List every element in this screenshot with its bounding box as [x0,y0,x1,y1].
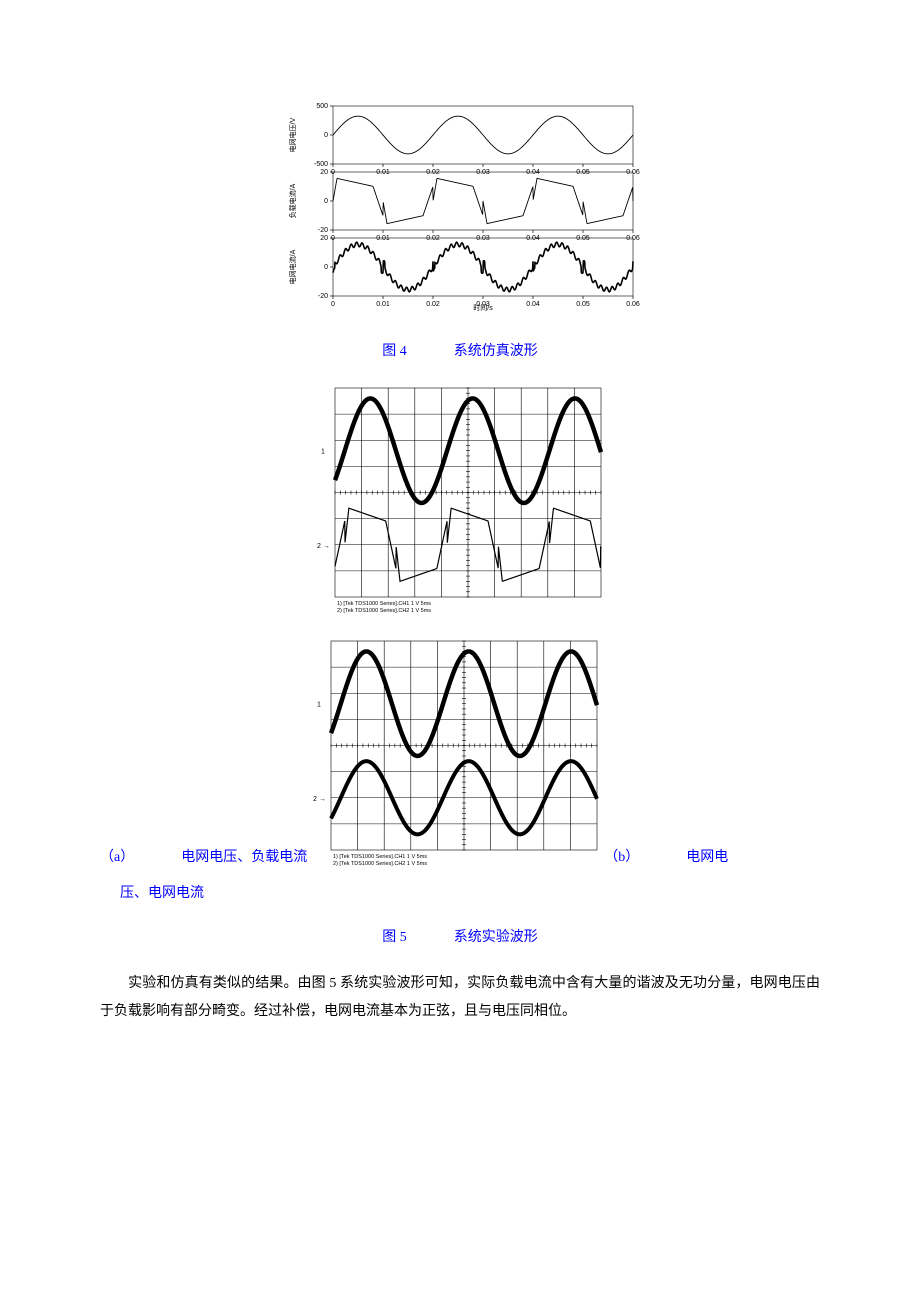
svg-text:电网电流/A: 电网电流/A [288,249,297,284]
svg-text:-20: -20 [317,227,327,234]
figure5-caption-num: 图 5 [382,930,407,945]
figure5b-block: （a） 电网电压、负载电流 1 2 → 1) [Tek TDS1000 Series… [100,637,820,908]
figure5-subcap-b-text1: 电网电 [686,850,728,865]
body-paragraph-text: 实验和仿真有类似的结果。由图 5 系统实验波形可知，实际负载电流中含有大量的谐波… [100,976,820,1019]
svg-text:0.05: 0.05 [576,301,590,308]
svg-text:500: 500 [316,103,328,110]
figure5-subcap-b-text2: 压、电网电流 [120,886,204,901]
svg-text:2) [Tek TDS1000 Series].CH2 1: 2) [Tek TDS1000 Series].CH2 1 V 5ms [333,861,427,867]
svg-text:0.03: 0.03 [476,169,490,176]
svg-text:0.03: 0.03 [476,235,490,242]
svg-text:0.01: 0.01 [376,301,390,308]
page: 0 0.01 0.02 0.03 0.04 0.05 0.06 500 0 -500 电网电压/V 0… [0,0,920,1096]
svg-text:0: 0 [324,132,328,139]
figure5a-scope: 1 2 → 1) [Tek TDS1000 Series].CH1 1 V 5ms2… [100,384,820,619]
svg-text:0: 0 [331,301,335,308]
svg-text:20: 20 [320,235,328,242]
svg-text:-500: -500 [313,161,327,168]
svg-text:2) [Tek TDS1000 Series].CH2 1: 2) [Tek TDS1000 Series].CH2 1 V 5ms [337,608,431,614]
svg-text:1: 1 [317,702,321,709]
svg-text:时间/s: 时间/s [473,303,493,312]
figure5a-block: 1 2 → 1) [Tek TDS1000 Series].CH1 1 V 5ms2… [100,384,820,619]
figure5b-scope: 1 2 → 1) [Tek TDS1000 Series].CH1 1 V 5ms2… [311,637,601,872]
svg-text:0.02: 0.02 [426,235,440,242]
figure5-caption: 图 5 系统实验波形 [100,926,820,946]
figure4-caption-text: 系统仿真波形 [454,344,538,359]
svg-text:0: 0 [324,264,328,271]
figure4-caption-num: 图 4 [382,344,407,359]
svg-text:0.01: 0.01 [376,169,390,176]
svg-text:0.02: 0.02 [426,169,440,176]
svg-text:0.06: 0.06 [626,301,640,308]
figure5-subcap-a-text: 电网电压、负载电流 [181,850,307,865]
svg-text:0.02: 0.02 [426,301,440,308]
svg-text:2 →: 2 → [317,543,330,550]
svg-text:2 →: 2 → [313,796,326,803]
svg-text:1: 1 [321,449,325,456]
svg-text:0.05: 0.05 [576,169,590,176]
svg-text:1) [Tek TDS1000 Series].CH1 1: 1) [Tek TDS1000 Series].CH1 1 V 5ms [337,601,431,607]
svg-text:20: 20 [320,169,328,176]
figure4-charts: 0 0.01 0.02 0.03 0.04 0.05 0.06 500 0 -500 电网电压/V 0… [100,100,820,322]
figure5-caption-text: 系统实验波形 [454,930,538,945]
svg-text:0: 0 [324,198,328,205]
figure4-block: 0 0.01 0.02 0.03 0.04 0.05 0.06 500 0 -500 电网电压/V 0… [100,100,820,322]
svg-text:电网电压/V: 电网电压/V [288,117,297,152]
body-paragraph: 实验和仿真有类似的结果。由图 5 系统实验波形可知，实际负载电流中含有大量的谐波… [100,970,820,1026]
svg-text:-20: -20 [317,293,327,300]
svg-text:1) [Tek TDS1000 Series].CH1 1: 1) [Tek TDS1000 Series].CH1 1 V 5ms [333,854,427,860]
svg-text:0.04: 0.04 [526,235,540,242]
figure5-subcap-a-tag: （a） [100,850,134,865]
figure5-subcap-b-tag: （b） [604,850,639,865]
svg-text:0.01: 0.01 [376,235,390,242]
svg-text:0.04: 0.04 [526,169,540,176]
svg-text:负载电流/A: 负载电流/A [288,183,297,218]
svg-text:0.04: 0.04 [526,301,540,308]
svg-text:0.05: 0.05 [576,235,590,242]
figure4-caption: 图 4 系统仿真波形 [100,340,820,360]
